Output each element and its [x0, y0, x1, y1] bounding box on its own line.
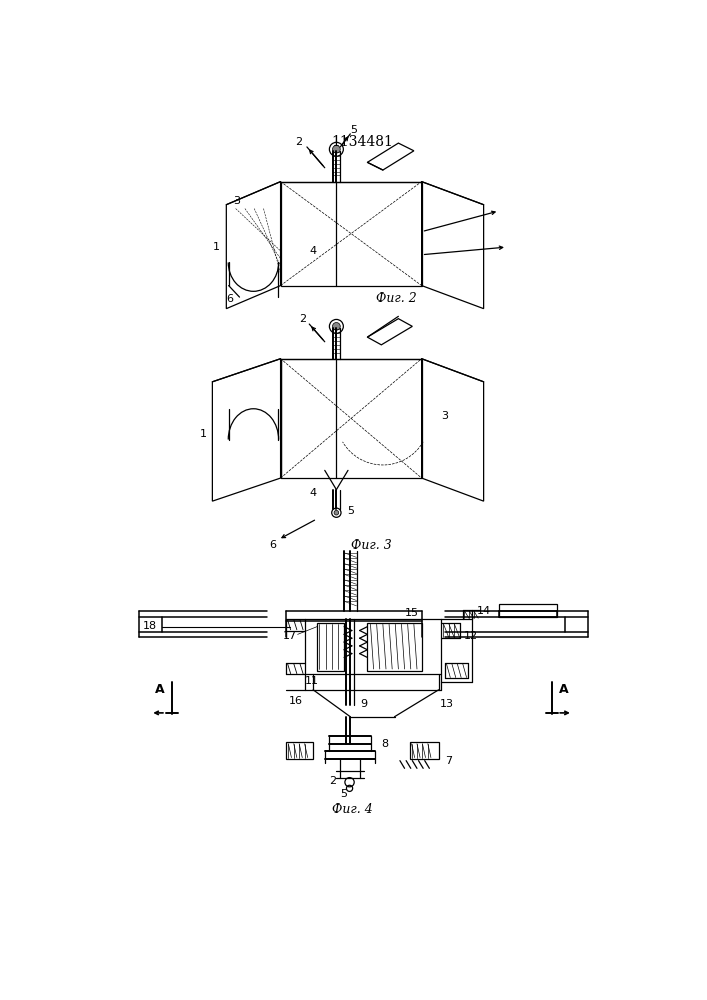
Bar: [286, 742, 313, 759]
Text: 15: 15: [405, 608, 419, 618]
Circle shape: [332, 145, 340, 153]
Text: 16: 16: [289, 696, 303, 706]
Text: 1: 1: [199, 429, 206, 439]
Text: 2: 2: [329, 776, 336, 786]
Text: 12: 12: [463, 631, 477, 641]
Text: 6: 6: [226, 294, 233, 304]
Circle shape: [334, 510, 339, 515]
Text: 5: 5: [350, 125, 357, 135]
Text: 4: 4: [310, 488, 317, 498]
Bar: [317, 623, 344, 671]
Text: Фиг. 4: Фиг. 4: [332, 803, 373, 816]
Text: 11: 11: [305, 676, 319, 686]
Text: 1: 1: [213, 242, 220, 252]
Text: 14: 14: [477, 606, 491, 616]
Text: A: A: [559, 683, 569, 696]
Text: 5: 5: [347, 506, 354, 516]
Text: 7: 7: [445, 756, 452, 766]
Text: 2: 2: [299, 314, 306, 324]
Text: 8: 8: [381, 739, 388, 749]
Text: 3: 3: [234, 196, 240, 206]
Text: 6: 6: [269, 540, 276, 550]
Text: A: A: [155, 683, 165, 696]
Text: 5: 5: [341, 789, 348, 799]
Bar: [368, 623, 421, 671]
Text: 2: 2: [296, 137, 303, 147]
Text: 3: 3: [441, 411, 448, 421]
Text: 4: 4: [310, 246, 317, 256]
Bar: [410, 742, 440, 759]
Text: 17: 17: [283, 631, 297, 641]
Text: 9: 9: [360, 699, 367, 709]
Circle shape: [332, 323, 340, 330]
Text: 18: 18: [144, 621, 158, 631]
Bar: [499, 604, 557, 617]
Text: 13: 13: [440, 699, 454, 709]
Text: Фиг. 2: Фиг. 2: [376, 292, 417, 305]
Text: 1134481: 1134481: [332, 135, 394, 149]
Text: Фиг. 3: Фиг. 3: [351, 539, 392, 552]
